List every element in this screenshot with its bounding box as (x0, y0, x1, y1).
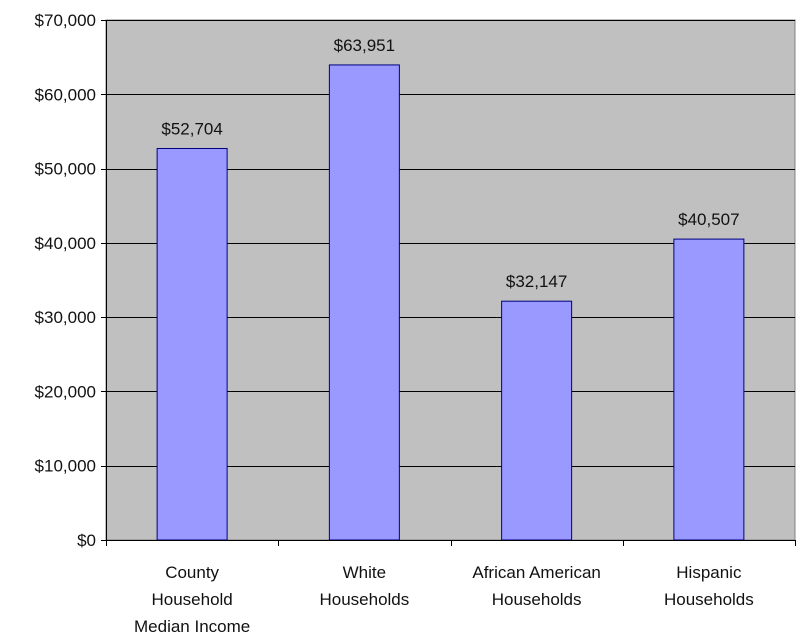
axes (101, 20, 796, 546)
category-label-3-line-0: Hispanic (676, 563, 742, 582)
category-label-0-line-2: Median Income (134, 617, 250, 636)
category-label-0-line-0: County (165, 563, 219, 582)
y-tick-labels: $0 $10,000 $20,000 $30,000 $40,000 $50,000 $60… (35, 11, 96, 550)
bar-1 (328, 64, 400, 541)
category-label-0-line-1: Household (151, 590, 232, 609)
data-label-1: $63,951 (334, 36, 395, 55)
category-label-1-line-1: Households (319, 590, 409, 609)
y-tick-label-6: $60,000 (35, 85, 96, 104)
category-label-3-line-1: Households (664, 590, 754, 609)
data-label-2: $32,147 (506, 272, 567, 291)
category-label-2-line-1: Households (492, 590, 582, 609)
y-tick-label-1: $10,000 (35, 457, 96, 476)
bar-3 (673, 238, 745, 541)
y-tick-label-5: $50,000 (35, 160, 96, 179)
y-tick-label-7: $70,000 (35, 11, 96, 30)
y-tick-label-3: $30,000 (35, 308, 96, 327)
y-tick-label-2: $20,000 (35, 382, 96, 401)
category-labels: County Household Median Income White Househo… (134, 563, 754, 636)
y-tick-label-4: $40,000 (35, 234, 96, 253)
data-label-3: $40,507 (678, 210, 739, 229)
bar-0 (156, 147, 228, 541)
bars (156, 64, 745, 541)
category-label-2-line-0: African American (472, 563, 601, 582)
data-label-0: $52,704 (161, 119, 222, 138)
bar-2 (501, 300, 573, 541)
y-tick-label-0: $0 (77, 531, 96, 550)
data-labels: $52,704 $63,951 $32,147 $40,507 (161, 36, 739, 291)
category-label-1-line-0: White (343, 563, 386, 582)
